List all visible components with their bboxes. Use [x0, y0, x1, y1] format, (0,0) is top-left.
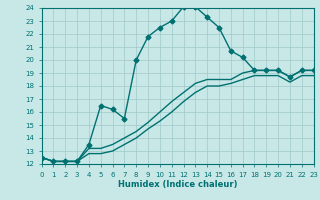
X-axis label: Humidex (Indice chaleur): Humidex (Indice chaleur) — [118, 180, 237, 189]
